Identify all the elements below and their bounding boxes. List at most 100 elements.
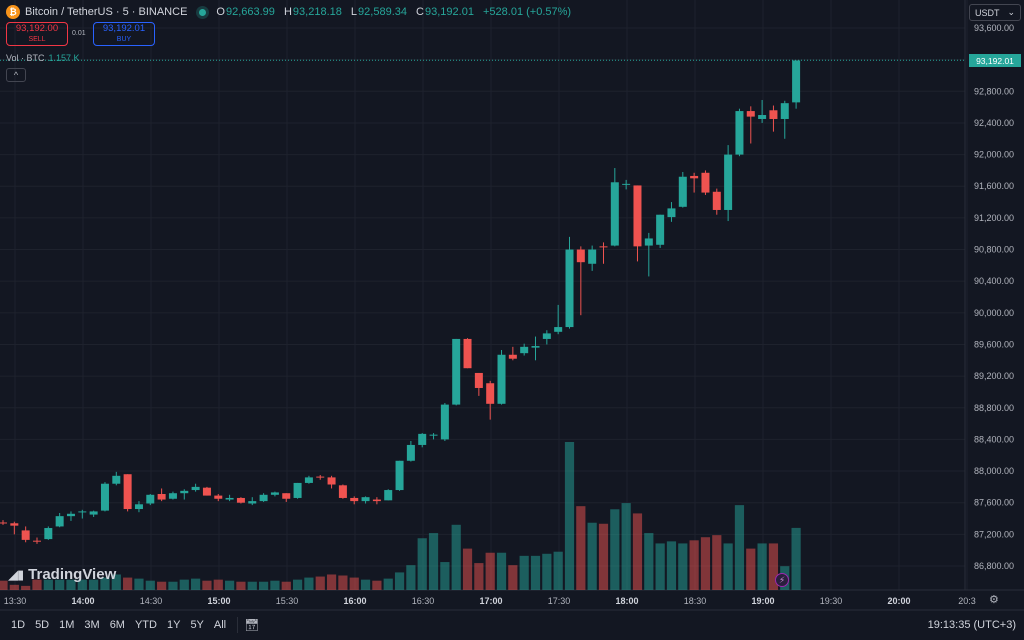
time-tick-label: 13:30 <box>4 596 27 606</box>
candle-body <box>214 495 223 499</box>
range-5d[interactable]: 5D <box>35 619 50 631</box>
last-price-tag: 93,192.01 <box>969 54 1021 67</box>
volume-bar <box>440 562 450 590</box>
time-tick-label: 19:00 <box>751 596 774 606</box>
currency-select[interactable]: USDT ⌄ <box>969 4 1021 21</box>
candle-body <box>180 490 189 494</box>
candle-body <box>304 477 313 483</box>
volume-bar <box>326 574 337 590</box>
candle-body <box>361 497 370 502</box>
volume-bar <box>462 548 473 590</box>
time-tick-label: 20:3 <box>958 596 976 606</box>
range-1d[interactable]: 1D <box>11 619 26 631</box>
candle-body <box>123 474 132 510</box>
volume-bar <box>236 581 246 590</box>
volume-bar <box>519 555 529 590</box>
time-tick-label: 19:30 <box>820 596 843 606</box>
candle-body <box>554 327 563 332</box>
volume-bar <box>428 533 439 590</box>
tradingview-icon: ◢▮ <box>8 566 24 582</box>
settings-gear-icon[interactable]: ⚙ <box>989 594 999 606</box>
range-all[interactable]: All <box>213 619 227 631</box>
candle-body <box>633 185 642 247</box>
candle-body <box>89 511 98 515</box>
ohlc-open: 92,663.99 <box>225 6 275 18</box>
volume-bar <box>689 540 699 590</box>
candle-body <box>10 523 19 526</box>
candle-body <box>678 176 687 207</box>
time-tick-label: 17:30 <box>548 596 571 606</box>
volume-bar <box>417 538 427 590</box>
ohlc-close: 93,192.01 <box>425 6 474 18</box>
volume-bar <box>621 503 631 590</box>
candle-body <box>667 208 676 218</box>
volume-bar <box>508 565 518 590</box>
chevron-down-icon: ⌄ <box>1007 7 1015 17</box>
time-tick-label: 18:00 <box>615 596 638 606</box>
volume-bar <box>576 506 586 590</box>
volume-bar <box>270 580 280 590</box>
price-tick-label: 88,800.00 <box>974 403 1014 413</box>
ohlc-high: 93,218.18 <box>292 6 342 18</box>
volume-bar <box>32 579 42 590</box>
candle-body <box>270 492 279 495</box>
tradingview-logo[interactable]: ◢▮ TradingView <box>8 566 116 583</box>
volume-bar <box>768 543 779 590</box>
clock-timezone[interactable]: 19:13:35 (UTC+3) <box>927 619 1016 631</box>
candle-body <box>508 354 517 359</box>
volume-bar <box>746 548 756 590</box>
volume-bar <box>723 543 733 590</box>
candle-body <box>701 172 710 193</box>
candle-body <box>429 434 438 436</box>
price-tick-label: 90,000.00 <box>974 308 1014 318</box>
range-ytd[interactable]: YTD <box>134 619 157 631</box>
toolbar-divider <box>237 617 239 633</box>
candle-body <box>599 246 608 248</box>
candle-body <box>112 475 121 484</box>
price-tick-label: 86,800.00 <box>974 561 1014 571</box>
candle-body <box>225 497 234 500</box>
price-tick-label: 90,800.00 <box>974 245 1014 255</box>
volume-bar <box>9 584 19 590</box>
candle-body <box>463 338 472 369</box>
range-5y[interactable]: 5Y <box>190 619 204 631</box>
symbol-title[interactable]: Bitcoin / TetherUS · 5 · BINANCE <box>25 6 188 18</box>
candle-body <box>78 511 87 513</box>
candle-body <box>395 460 404 491</box>
volume-bar <box>496 552 507 590</box>
volume-bar <box>712 535 722 590</box>
time-tick-label: 16:30 <box>412 596 435 606</box>
volume-bar <box>77 579 87 590</box>
candle-body <box>134 504 143 510</box>
volume-bar <box>383 578 393 590</box>
calendar-goto-icon[interactable]: 📅︎ <box>244 618 260 632</box>
volume-bar <box>111 574 121 590</box>
volume-bar <box>179 579 189 590</box>
candle-body <box>66 513 75 517</box>
range-1y[interactable]: 1Y <box>166 619 181 631</box>
buy-price: 93,192.01 <box>102 23 146 34</box>
candle-body <box>418 433 427 445</box>
time-tick-label: 17:00 <box>479 596 502 606</box>
volume-bar <box>145 580 155 590</box>
volume-legend[interactable]: Vol · BTC 1.157 K <box>6 53 80 63</box>
lightning-icon[interactable]: ⚡ <box>775 573 789 587</box>
range-3m[interactable]: 3M <box>84 619 100 631</box>
candle-body <box>690 175 699 179</box>
volume-bar <box>349 577 359 590</box>
sell-button[interactable]: 93,192.00 SELL <box>6 22 68 46</box>
brand-name: TradingView <box>28 566 117 583</box>
buy-button[interactable]: 93,192.01 BUY <box>93 22 155 46</box>
range-1m[interactable]: 1M <box>59 619 75 631</box>
candle-body <box>100 483 109 511</box>
volume-bar <box>610 509 620 590</box>
volume-bar <box>734 505 745 590</box>
volume-bar <box>55 579 65 590</box>
candle-body <box>146 494 155 504</box>
volume-bar <box>213 579 223 590</box>
range-6m[interactable]: 6M <box>109 619 125 631</box>
collapse-legend-button[interactable]: ^ <box>6 68 26 82</box>
candle-body <box>384 490 393 501</box>
volume-bar <box>474 563 484 590</box>
